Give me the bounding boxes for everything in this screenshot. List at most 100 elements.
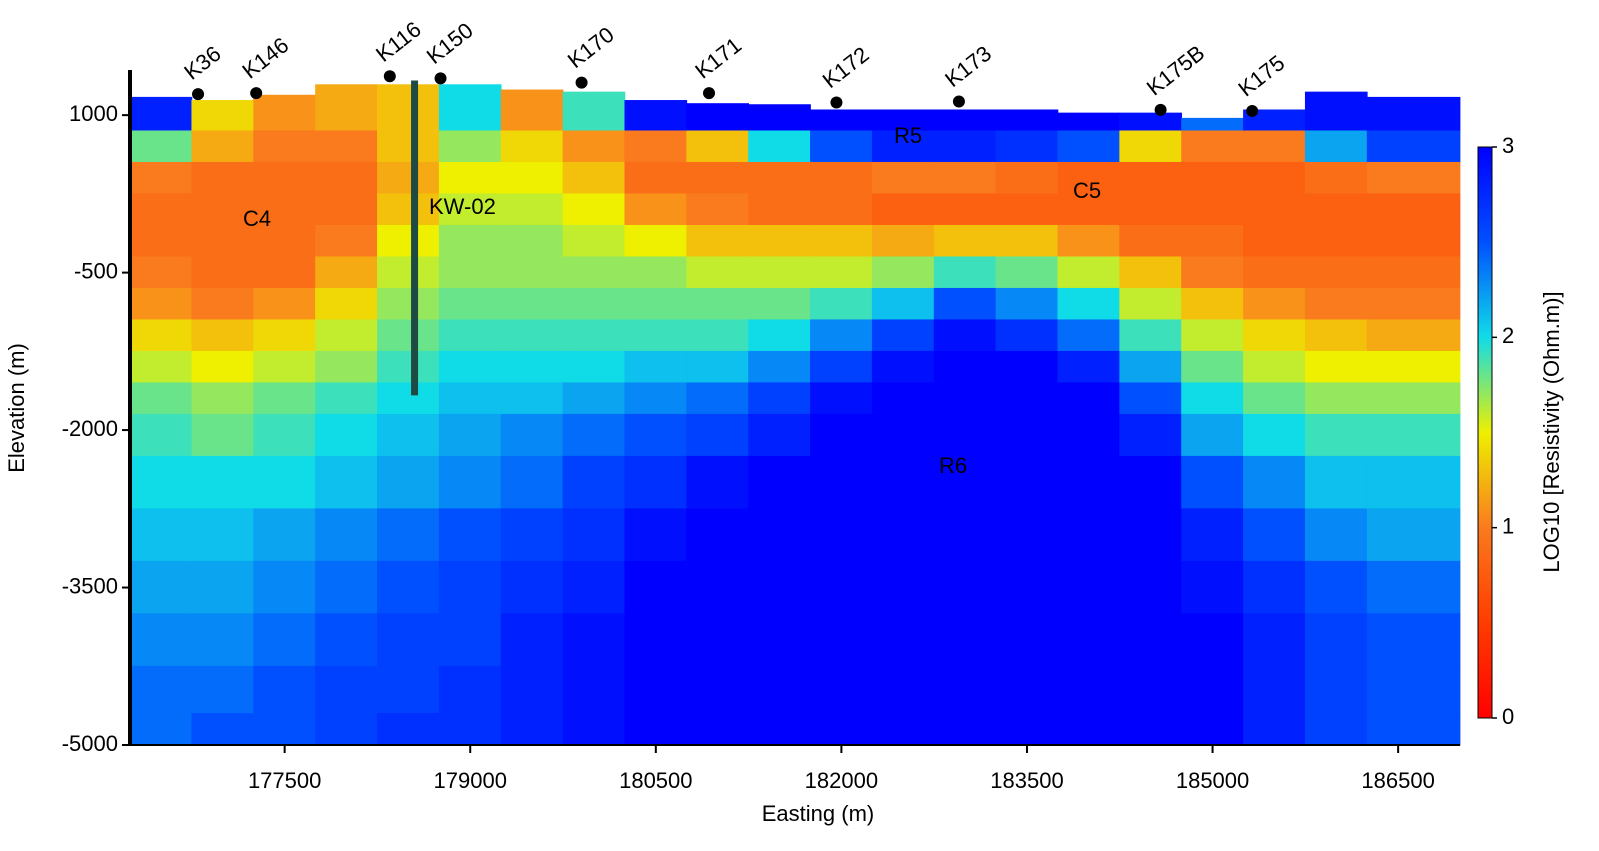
cell [253,319,316,352]
cell [1119,130,1183,163]
cell [748,193,811,226]
cell [748,613,811,667]
cell [624,665,688,714]
cell [500,413,564,457]
cell [129,613,193,667]
cell [500,319,564,352]
cell [129,193,193,226]
cell [377,455,440,510]
cell [1304,287,1368,321]
cell [500,161,564,195]
cell [253,665,316,714]
cell [129,256,193,289]
cell [129,413,193,457]
cell [1057,112,1121,132]
cell [438,382,502,415]
station-label: K170 [563,22,619,73]
cell [1366,161,1461,195]
cell [500,224,564,258]
cell [1057,413,1121,457]
cell [871,382,935,415]
cell [1181,256,1244,289]
cell [1304,455,1368,510]
cell [871,613,935,667]
x-tick-label: 186500 [1361,768,1434,793]
colorbar-tick-label: 1 [1502,513,1514,538]
cell [191,413,255,457]
cell [377,256,440,289]
cell [933,161,997,195]
cell [129,382,193,415]
cell [1181,193,1244,226]
cell [871,350,935,384]
station [830,96,843,109]
cell [1304,613,1368,667]
cell [315,413,378,457]
cell [1243,560,1306,615]
cell [748,713,811,746]
cell [1119,350,1183,384]
cell [1243,665,1306,714]
cell [1181,287,1244,321]
cell [191,256,255,289]
cell [810,224,873,258]
cell [1304,256,1368,289]
cell [438,84,502,132]
cell [253,455,316,510]
cell [995,413,1059,457]
cell [129,713,193,746]
cell [1119,382,1183,415]
station [703,87,716,100]
cell [933,193,997,226]
cell [1057,319,1121,352]
cell [933,130,997,163]
x-axis-title: Easting (m) [762,801,874,826]
cell [562,287,626,321]
cell [1057,713,1121,746]
cell [377,287,440,321]
cell [253,256,316,289]
cell [438,665,502,714]
cell [438,161,502,195]
heatmap [129,84,1461,746]
cell [1243,413,1306,457]
cell [1181,613,1244,667]
cell [1243,613,1306,667]
cell [1366,224,1461,258]
cell [377,130,440,163]
x-tick-label: 180500 [619,768,692,793]
cell [1366,508,1461,562]
cell [624,413,688,457]
cell [1119,287,1183,321]
cell [748,319,811,352]
cell [810,413,873,457]
cell [624,256,688,289]
colorbar-tick-label: 3 [1502,133,1514,158]
cell [624,224,688,258]
cell [438,224,502,258]
cell [1181,508,1244,562]
cell [377,508,440,562]
cell [995,455,1059,510]
cell [624,161,688,195]
cell [377,613,440,667]
cell [1304,382,1368,415]
cell [562,256,626,289]
cell [562,713,626,746]
cell [810,713,873,746]
cell [686,413,750,457]
cell [562,130,626,163]
cell [1057,665,1121,714]
cell [253,193,316,226]
station [952,95,965,108]
cell [933,256,997,289]
cell [253,713,316,746]
cell [871,256,935,289]
cell [748,413,811,457]
cell [1243,319,1306,352]
cell [129,96,193,132]
cell [1243,713,1306,746]
cell [810,130,873,163]
cell [995,193,1059,226]
cell [686,103,750,132]
